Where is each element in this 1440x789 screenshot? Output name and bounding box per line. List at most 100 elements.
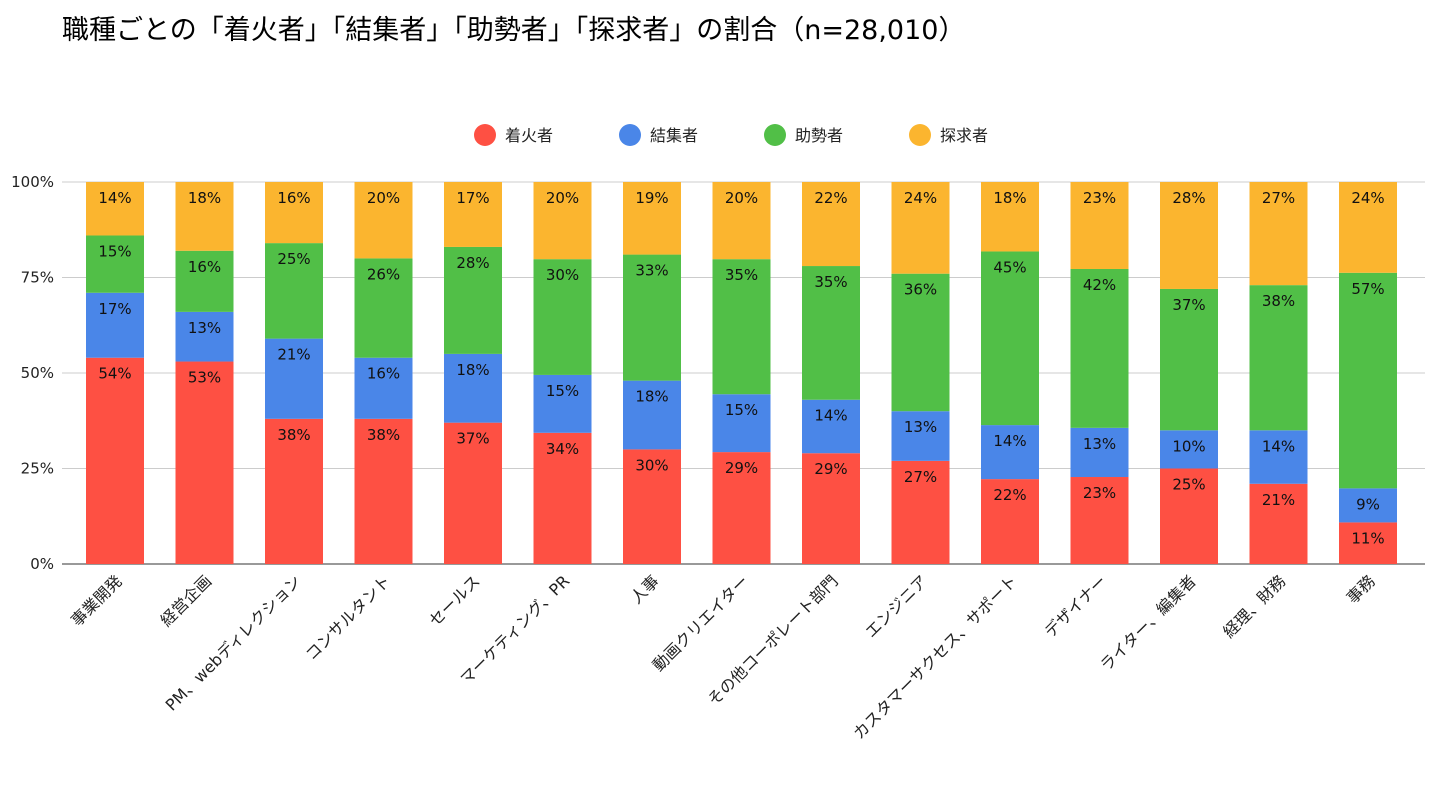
bar-segment <box>1249 430 1308 484</box>
data-label: 19% <box>635 189 668 207</box>
bar-segment <box>1249 285 1308 431</box>
bar-segment <box>1070 477 1129 564</box>
bar-segment <box>533 259 592 375</box>
x-tick-label: 経営企画 <box>157 571 216 630</box>
bar-segment <box>623 182 681 255</box>
bar-segment <box>265 418 323 564</box>
data-label: 37% <box>1172 296 1205 314</box>
bar-segment <box>175 311 234 362</box>
bar-segment <box>265 338 323 419</box>
data-label: 33% <box>635 262 668 280</box>
data-label: 28% <box>456 254 489 272</box>
data-label: 21% <box>277 346 310 364</box>
bar-segment <box>1249 182 1308 286</box>
bar-segment <box>86 235 144 293</box>
legend-marker <box>619 124 641 146</box>
data-label: 16% <box>367 365 400 383</box>
data-label: 17% <box>456 189 489 207</box>
data-label: 53% <box>188 369 221 387</box>
data-label: 54% <box>98 365 131 383</box>
x-tick-label: ライター、編集者 <box>1096 571 1199 674</box>
data-label: 25% <box>1172 476 1205 494</box>
bar-segment <box>1339 488 1397 523</box>
bar-segment <box>802 266 860 400</box>
data-label: 9% <box>1356 495 1380 513</box>
data-label: 20% <box>367 189 400 207</box>
data-label: 37% <box>456 430 489 448</box>
data-label: 38% <box>1262 292 1295 310</box>
data-label: 34% <box>546 440 579 458</box>
data-label: 18% <box>456 361 489 379</box>
bar-segment <box>1249 483 1308 564</box>
data-label: 18% <box>635 388 668 406</box>
bar-segment <box>1160 288 1218 431</box>
bar-segment <box>1160 182 1218 289</box>
x-tick-label: デザイナー <box>1041 571 1111 641</box>
bar-segment <box>354 418 413 564</box>
bar-segment <box>802 399 860 454</box>
data-label: 35% <box>814 273 847 291</box>
data-label: 22% <box>814 189 847 207</box>
data-label: 45% <box>993 258 1026 276</box>
chart-title: 職種ごとの「着火者」「結集者」「助勢者」「探求者」の割合（n=28,010） <box>62 15 966 46</box>
bar-segment <box>623 380 681 450</box>
data-label: 38% <box>367 426 400 444</box>
bar-segment <box>981 182 1039 252</box>
y-tick-label: 25% <box>21 460 54 478</box>
data-label: 27% <box>904 468 937 486</box>
bar-segment <box>1070 182 1129 269</box>
bar-segment <box>712 259 771 395</box>
data-label: 15% <box>725 401 758 419</box>
legend-marker <box>909 124 931 146</box>
data-label: 14% <box>1262 437 1295 455</box>
bar-segment <box>175 361 234 564</box>
bar-segment <box>533 374 592 433</box>
bar-segment <box>891 411 950 461</box>
data-label: 10% <box>1172 437 1205 455</box>
data-label: 11% <box>1351 529 1384 547</box>
bar-segment <box>354 258 413 358</box>
x-tick-label: 事業開発 <box>67 571 126 630</box>
bar-segment <box>175 182 234 251</box>
data-label: 13% <box>1083 435 1116 453</box>
bar-segment <box>265 182 323 244</box>
y-tick-label: 100% <box>11 173 54 191</box>
bar-segment <box>891 182 950 274</box>
bar-segment <box>712 182 771 260</box>
legend-label: 探求者 <box>940 126 988 145</box>
bar-segment <box>623 254 681 381</box>
data-label: 17% <box>98 300 131 318</box>
bar-segment <box>86 357 144 564</box>
x-tick-label: 人事 <box>627 571 663 607</box>
bar-segment <box>175 250 234 312</box>
bar-segment <box>86 292 144 358</box>
data-label: 35% <box>725 266 758 284</box>
data-label: 29% <box>725 459 758 477</box>
bar-segment <box>444 246 502 354</box>
x-tick-label: 事務 <box>1343 571 1379 607</box>
legend-label: 着火者 <box>505 126 553 145</box>
bar-segment <box>1160 468 1218 564</box>
bar-segment <box>1339 272 1397 489</box>
data-label: 24% <box>904 189 937 207</box>
data-label: 18% <box>188 189 221 207</box>
data-label: 24% <box>1351 189 1384 207</box>
bar-segment <box>444 182 502 247</box>
legend-label: 助勢者 <box>795 126 843 145</box>
bar-segment <box>981 425 1039 480</box>
bar-segment <box>1339 522 1397 564</box>
legend-label: 結集者 <box>650 126 698 145</box>
bar-segment <box>891 460 950 564</box>
bar-segment <box>86 182 144 236</box>
data-label: 30% <box>546 266 579 284</box>
bar-segment <box>444 353 502 423</box>
bar-segment <box>1070 427 1129 478</box>
data-label: 27% <box>1262 189 1295 207</box>
data-label: 29% <box>814 460 847 478</box>
data-label: 20% <box>725 189 758 207</box>
bar-segment <box>712 394 771 453</box>
data-label: 25% <box>277 250 310 268</box>
bar-segment <box>354 182 413 259</box>
data-label: 30% <box>635 456 668 474</box>
